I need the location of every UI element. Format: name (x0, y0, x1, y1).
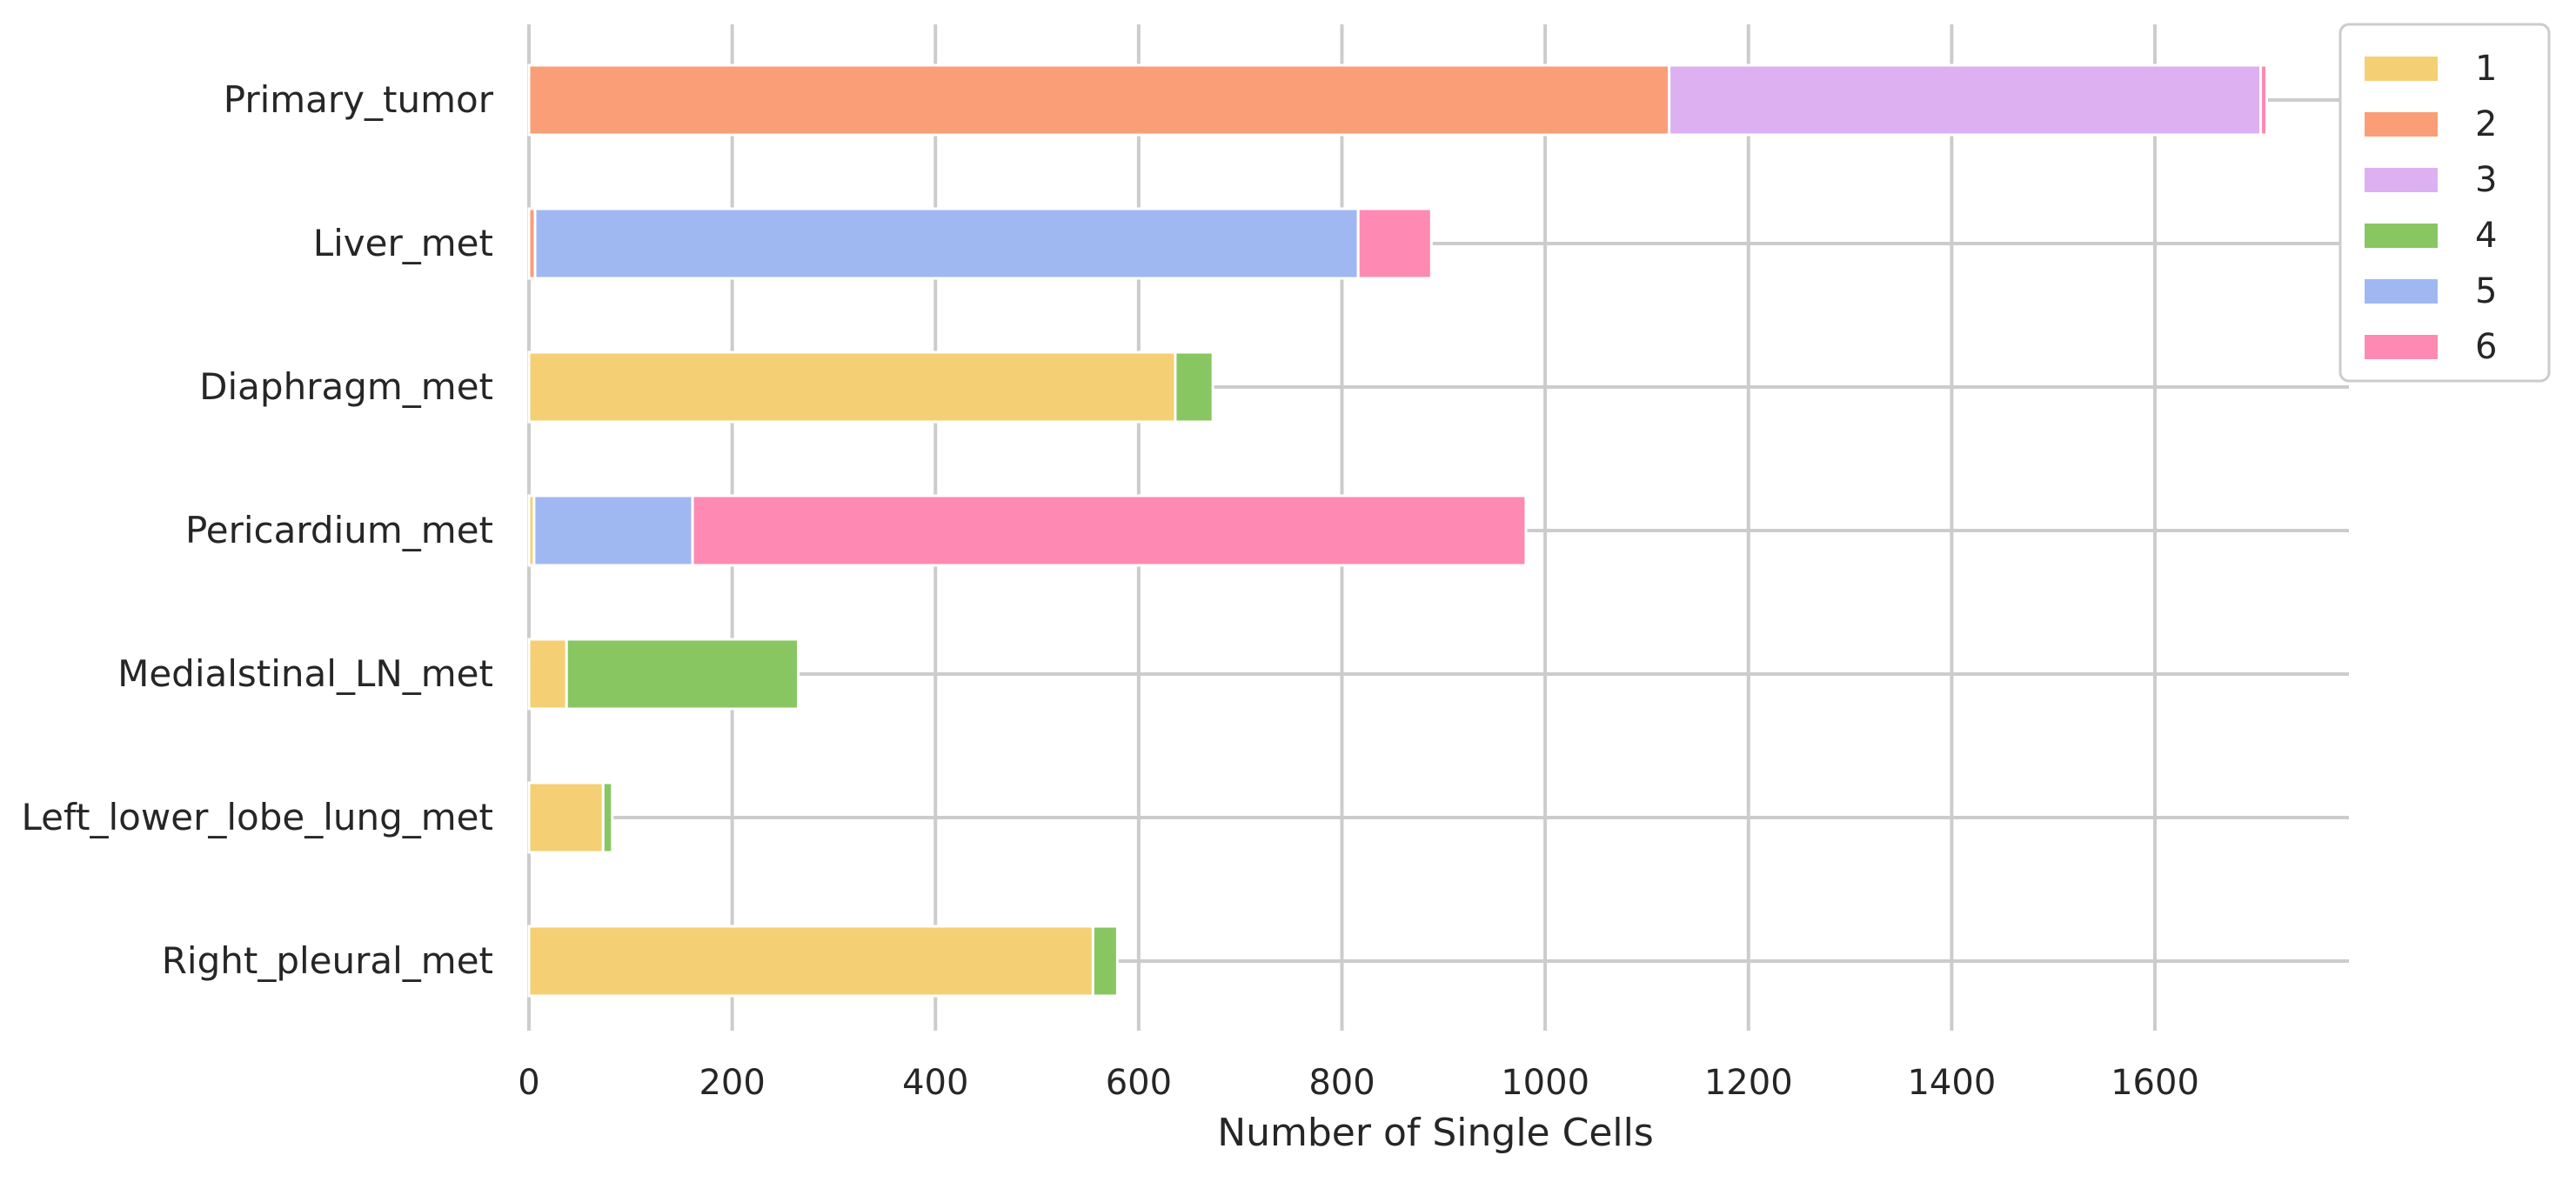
legend-swatch (2365, 335, 2438, 359)
bar-segment (1174, 351, 1214, 424)
legend-label: 2 (2475, 104, 2497, 144)
legend-swatch (2365, 279, 2438, 304)
x-axis-ticks: 0 200 400 600 800 1000 1200 1400 1600 (518, 1063, 2199, 1103)
x-tick-label: 200 (699, 1063, 765, 1103)
bar-segment (527, 925, 1094, 998)
bar-segment (1091, 925, 1119, 998)
legend-label: 5 (2475, 271, 2497, 311)
category-label: Diaphragm_met (199, 365, 493, 408)
x-tick-label: 1000 (1501, 1063, 1589, 1103)
category-label: Right_pleural_met (162, 939, 493, 982)
y-axis-categories: Primary_tumor Liver_met Diaphragm_met Peric… (22, 78, 494, 982)
x-axis-label: Number of Single Cells (1217, 1111, 1654, 1155)
bars (527, 63, 2268, 998)
bar-segment (527, 781, 605, 854)
legend-label: 6 (2475, 327, 2497, 367)
bar-segment (527, 63, 1671, 137)
bar-segment (533, 207, 1360, 280)
category-label: Primary_tumor (224, 78, 494, 121)
bar-segment (1356, 207, 1433, 280)
bar-segment (527, 638, 568, 711)
legend-swatch (2365, 57, 2438, 81)
bar-segment (1668, 63, 2262, 137)
x-tick-label: 1400 (1907, 1063, 1996, 1103)
x-tick-label: 1200 (1704, 1063, 1793, 1103)
category-label: Medialstinal_LN_met (117, 652, 493, 695)
legend: 1 2 3 4 5 6 (2338, 23, 2551, 383)
legend-label: 1 (2475, 49, 2497, 89)
bar-segment (2258, 63, 2268, 137)
x-tick-label: 400 (902, 1063, 968, 1103)
category-label: Liver_met (313, 222, 493, 264)
legend-swatch (2365, 168, 2438, 192)
category-label: Left_lower_lobe_lung_met (22, 796, 494, 838)
legend-label: 3 (2475, 160, 2497, 200)
x-tick-label: 1600 (2111, 1063, 2199, 1103)
x-tick-label: 800 (1308, 1063, 1375, 1103)
legend-swatch (2365, 112, 2438, 137)
legend-swatch (2365, 224, 2438, 248)
bar-segment (691, 494, 1528, 567)
bar-segment (527, 351, 1177, 424)
legend-label: 4 (2475, 216, 2497, 256)
bar-segment (565, 638, 800, 711)
bar-segment (532, 494, 694, 567)
bar-segment (601, 781, 614, 854)
x-tick-label: 600 (1106, 1063, 1172, 1103)
x-tick-label: 0 (518, 1063, 539, 1103)
category-label: Pericardium_met (185, 509, 493, 551)
